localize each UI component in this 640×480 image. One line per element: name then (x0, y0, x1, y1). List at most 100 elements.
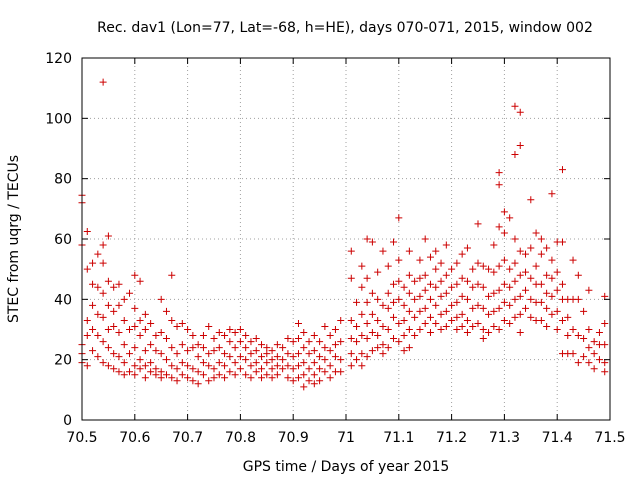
data-point-marker (126, 289, 134, 297)
data-point-marker (395, 256, 403, 264)
data-point-marker (558, 280, 566, 288)
data-point-marker (495, 262, 503, 270)
data-point-marker (236, 326, 244, 333)
data-point-marker (157, 329, 165, 337)
data-point-marker (479, 335, 487, 343)
data-point-marker (421, 271, 429, 279)
data-point-marker (162, 371, 170, 379)
data-point-marker (527, 295, 535, 303)
data-point-marker (258, 353, 266, 361)
data-point-marker (516, 310, 524, 318)
data-point-marker (221, 362, 229, 370)
data-point-marker (368, 310, 376, 318)
data-point-marker (189, 344, 197, 352)
data-point-marker (120, 371, 128, 379)
data-point-marker (511, 295, 519, 303)
data-point-marker (273, 353, 281, 361)
data-point-marker (574, 332, 582, 340)
data-point-marker (104, 326, 112, 333)
data-point-marker (316, 353, 324, 361)
data-point-marker (374, 344, 382, 352)
data-point-marker (279, 356, 287, 364)
data-point-marker (83, 362, 91, 370)
data-point-marker (395, 338, 403, 346)
x-tick-label: 71 (337, 430, 355, 446)
data-point-marker (358, 362, 366, 370)
data-point-marker (463, 316, 471, 324)
data-point-marker (469, 322, 477, 330)
data-point-marker (136, 316, 144, 324)
data-point-marker (537, 316, 545, 324)
data-point-marker (141, 347, 149, 355)
data-point-marker (442, 322, 450, 330)
data-point-marker (511, 313, 519, 321)
data-point-marker (300, 383, 308, 391)
data-point-marker (384, 304, 392, 312)
data-point-marker (289, 377, 297, 385)
data-point-marker (173, 322, 181, 330)
data-point-marker (416, 256, 424, 264)
data-point-marker (226, 326, 234, 333)
data-point-marker (474, 301, 482, 309)
data-point-marker (537, 298, 545, 306)
data-point-marker (321, 368, 329, 376)
data-point-marker (390, 280, 398, 288)
data-point-marker (574, 295, 582, 303)
data-point-marker (300, 329, 308, 337)
data-point-marker (553, 268, 561, 276)
data-point-marker (543, 304, 551, 312)
data-point-marker (358, 283, 366, 291)
data-point-marker (553, 326, 561, 333)
data-point-marker (453, 259, 461, 267)
x-tick-labels: 70.5 70.6 70.7 70.8 70.9 71 71.1 71.2 71.3 71.4 71… (66, 430, 625, 446)
data-point-marker (411, 313, 419, 321)
data-point-marker (83, 227, 91, 235)
data-point-marker (104, 344, 112, 352)
data-point-marker (395, 277, 403, 285)
data-point-marker (411, 295, 419, 303)
data-point-marker (289, 365, 297, 373)
data-point-marker (284, 335, 292, 343)
data-point-marker (173, 350, 181, 358)
data-point-marker (236, 353, 244, 361)
x-tick-label: 71.4 (542, 430, 573, 446)
data-point-marker (284, 374, 292, 382)
data-point-marker (178, 359, 186, 367)
data-point-marker (458, 322, 466, 330)
data-point-marker (316, 338, 324, 346)
data-point-marker (162, 307, 170, 315)
data-point-marker (548, 310, 556, 318)
data-point-marker (126, 350, 134, 358)
data-point-marker (374, 295, 382, 303)
data-point-marker (136, 365, 144, 373)
data-point-marker (242, 344, 250, 352)
data-point-marker (395, 319, 403, 327)
data-point-marker (543, 289, 551, 297)
data-point-marker (400, 301, 408, 309)
data-point-marker (89, 259, 97, 267)
data-point-marker (416, 326, 424, 333)
data-point-marker (421, 319, 429, 327)
data-point-marker (495, 304, 503, 312)
data-point-marker (331, 353, 339, 361)
data-point-marker (400, 316, 408, 324)
data-point-marker (189, 377, 197, 385)
data-point-marker (215, 329, 223, 337)
data-point-marker (321, 356, 329, 364)
data-point-marker (131, 371, 139, 379)
data-point-marker (548, 292, 556, 300)
data-point-marker (284, 362, 292, 370)
data-point-marker (141, 362, 149, 370)
x-tick-label: 70.8 (225, 430, 256, 446)
data-point-marker (157, 374, 165, 382)
data-point-marker (395, 295, 403, 303)
data-point-marker (131, 322, 139, 330)
data-point-marker (416, 274, 424, 282)
data-point-marker (83, 265, 91, 273)
data-point-marker (516, 108, 524, 116)
data-point-marker (522, 250, 530, 258)
data-point-marker (511, 235, 519, 243)
data-point-marker (258, 365, 266, 373)
data-point-marker (474, 319, 482, 327)
